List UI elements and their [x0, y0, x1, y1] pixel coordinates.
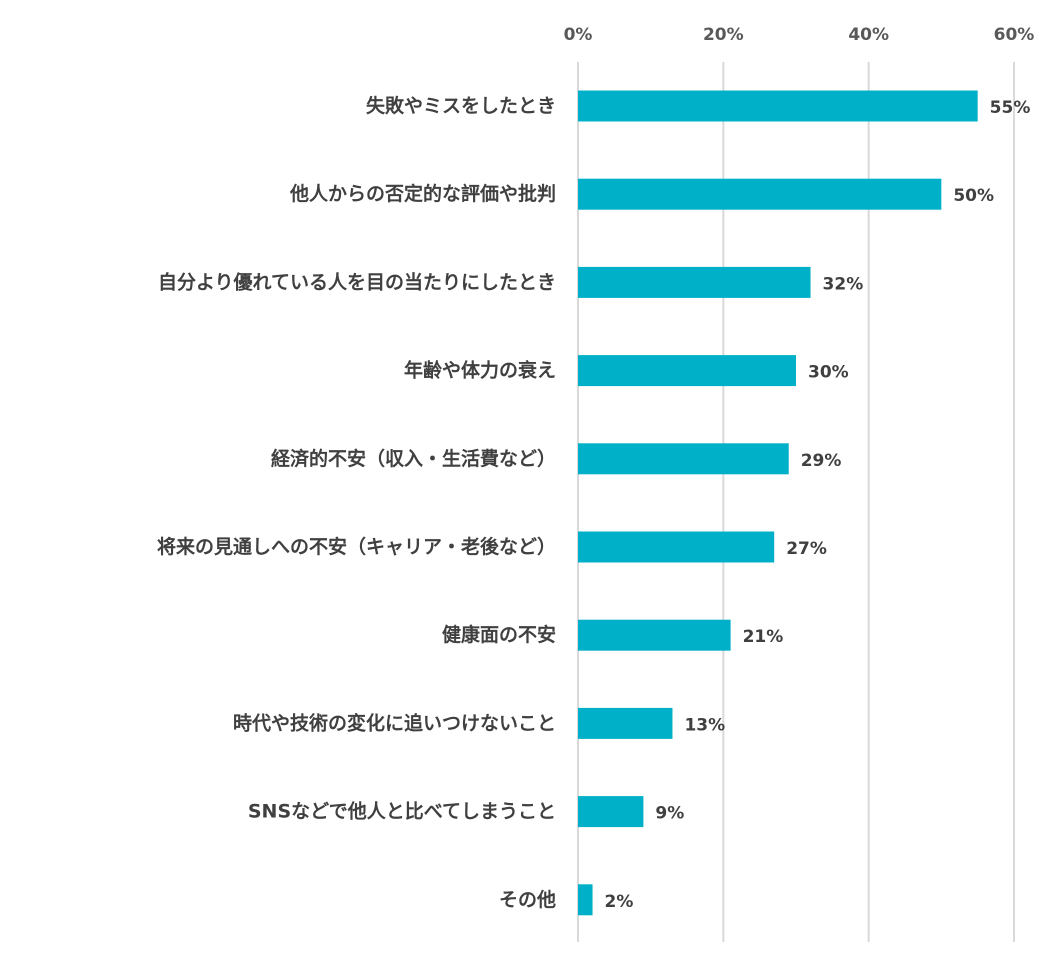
x-tick-label: 40%	[848, 25, 889, 45]
data-label: 21%	[743, 627, 784, 647]
value-labels: 55% 50% 32% 30% 29% 27% 21% 13% 9% 2%	[605, 98, 1031, 912]
category-label: 時代や技術の変化に追いつけないこと	[233, 711, 556, 734]
category-label: 失敗やミスをしたとき	[366, 94, 556, 117]
category-labels: 失敗やミスをしたとき他人からの否定的な評価や批判自分より優れている人を目の当たり…	[157, 94, 556, 911]
data-label: 30%	[808, 363, 849, 383]
bar	[578, 443, 789, 475]
category-label: 将来の見通しへの不安（キャリア・老後など）	[157, 535, 556, 558]
bar	[578, 90, 978, 122]
x-tick-label: 20%	[703, 25, 744, 45]
bar	[578, 707, 673, 739]
bar	[578, 178, 942, 210]
data-label: 13%	[684, 715, 725, 735]
bar	[578, 531, 775, 563]
x-axis-ticks: 0% 20% 40% 60%	[564, 25, 1035, 45]
data-label: 2%	[605, 892, 634, 912]
bars	[578, 90, 978, 916]
data-label: 29%	[801, 451, 842, 471]
category-label: 自分より優れている人を目の当たりにしたとき	[158, 270, 556, 293]
category-label: SNSなどで他人と比べてしまうこと	[248, 800, 556, 823]
bar	[578, 884, 593, 916]
category-label: その他	[499, 888, 556, 911]
category-label: 経済的不安（収入・生活費など）	[271, 447, 556, 470]
bar	[578, 266, 811, 298]
category-label: 他人からの否定的な評価や批判	[289, 182, 556, 205]
x-tick-label: 0%	[564, 25, 593, 45]
bar	[578, 796, 644, 828]
x-tick-label: 60%	[994, 25, 1035, 45]
bar	[578, 619, 731, 651]
category-label: 年齢や体力の衰え	[404, 359, 556, 382]
data-label: 32%	[823, 274, 864, 294]
data-label: 9%	[655, 804, 684, 824]
category-label: 健康面の不安	[442, 623, 556, 646]
bar	[578, 355, 796, 387]
data-label: 27%	[786, 539, 827, 559]
data-label: 55%	[990, 98, 1031, 118]
data-label: 50%	[953, 186, 994, 206]
